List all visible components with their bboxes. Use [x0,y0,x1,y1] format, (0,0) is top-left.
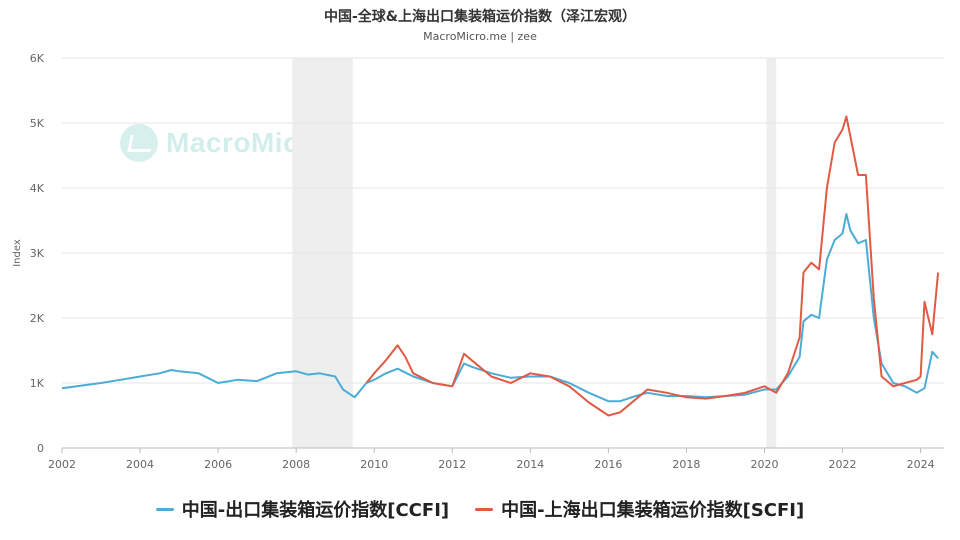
chart-title: 中国-全球&上海出口集装箱运价指数（泽江宏观） [323,9,637,25]
y-axis-label: Index [12,239,23,267]
legend-swatch-ccfi [155,507,174,511]
x-tick-label: 2012 [438,458,466,471]
chart-subtitle: MacroMicro.me | zee [423,30,537,43]
series-line-scfi [365,115,940,417]
x-tick-label: 2018 [672,458,700,471]
series-line-ccfi [61,213,939,403]
y-tick-label: 6K [30,52,45,65]
y-tick-label: 0 [37,442,44,455]
x-tick-label: 2024 [907,458,935,471]
x-tick-label: 2008 [282,458,310,471]
x-tick-label: 2020 [750,458,778,471]
x-tick-label: 2014 [516,458,544,471]
x-tick-label: 2010 [360,458,388,471]
y-tick-label: 3K [30,247,45,260]
x-tick-label: 2004 [126,458,154,471]
line-chart: 0 1K 2K 3K 4K 5K 6K 2002 2004 2006 2008 2010 2012 20… [12,52,944,471]
x-tick-label: 2022 [829,458,857,471]
legend-swatch-scfi [475,507,494,511]
legend-label-scfi: 中国-上海出口集装箱运价指数[SCFI] [501,500,805,521]
legend-item-ccfi[interactable]: 中国-出口集装箱运价指数[CCFI] [155,496,450,522]
legend-label-ccfi: 中国-出口集装箱运价指数[CCFI] [181,500,450,521]
legend-item-scfi[interactable]: 中国-上海出口集装箱运价指数[SCFI] [475,496,804,522]
y-tick-label: 1K [30,377,45,390]
x-tick-label: 2016 [594,458,622,471]
legend: 中国-出口集装箱运价指数[CCFI] 中国-上海出口集装箱运价指数[SCFI] [0,496,960,522]
y-tick-label: 4K [30,182,45,195]
x-tick-label: 2006 [204,458,232,471]
y-tick-label: 2K [30,312,45,325]
macromicro-logo-icon [120,124,158,162]
x-tick-label: 2002 [48,458,76,471]
y-tick-label: 5K [30,117,45,130]
